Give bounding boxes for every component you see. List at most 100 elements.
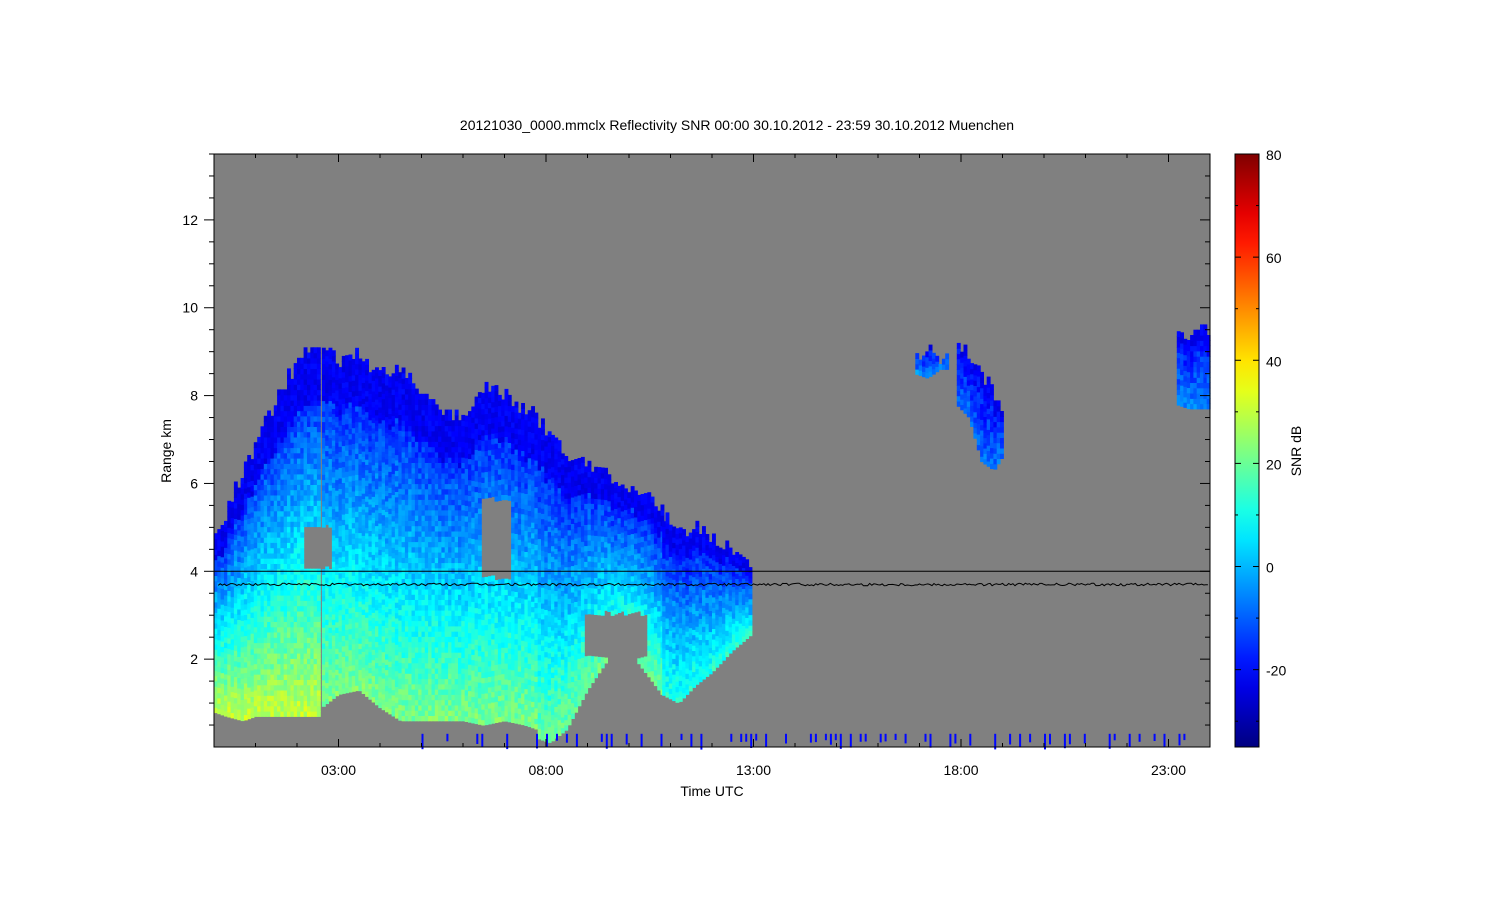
heatmap-cell <box>260 552 265 559</box>
heatmap-cell <box>391 673 396 680</box>
heatmap-cell <box>355 621 359 628</box>
heatmap-cell <box>351 422 356 429</box>
heatmap-cell <box>385 585 389 592</box>
heatmap-cell <box>398 388 403 394</box>
heatmap-cell <box>418 425 423 432</box>
heatmap-cell <box>328 606 333 612</box>
heatmap-cell <box>428 430 432 437</box>
heatmap-cell <box>448 604 452 611</box>
heatmap-cell <box>375 367 379 374</box>
heatmap-cell <box>411 515 416 521</box>
heatmap-cell <box>414 404 419 411</box>
heatmap-cell <box>398 577 403 584</box>
heatmap-cell <box>287 515 291 522</box>
heatmap-cell <box>428 631 432 637</box>
heatmap-cell <box>220 609 225 616</box>
heatmap-cell <box>237 709 242 715</box>
heatmap-cell <box>267 500 271 506</box>
heatmap-cell <box>454 604 459 611</box>
heatmap-cell <box>365 480 369 486</box>
heatmap-cell <box>444 694 449 701</box>
heatmap-cell <box>358 659 363 665</box>
heatmap-cell <box>468 490 472 496</box>
heatmap-cell <box>303 405 308 412</box>
heatmap-cell <box>240 599 245 606</box>
heatmap-cell <box>263 510 268 517</box>
heatmap-cell <box>375 683 379 690</box>
heatmap-cell <box>381 519 386 526</box>
heatmap-cell <box>454 699 459 706</box>
heatmap-cell <box>388 466 393 472</box>
heatmap-cell <box>494 453 499 460</box>
heatmap-cell <box>428 404 432 411</box>
heatmap-cell <box>371 564 376 571</box>
heatmap-cell <box>293 368 298 375</box>
heatmap-cell <box>300 510 305 517</box>
heatmap-cell <box>385 421 389 428</box>
heatmap-cell <box>424 494 429 500</box>
heatmap-cell <box>273 689 278 696</box>
heatmap-cell <box>471 564 476 571</box>
heatmap-cell <box>233 534 238 541</box>
heatmap-cell <box>313 684 318 691</box>
heatmap-cell <box>444 678 449 685</box>
heatmap-cell <box>388 682 393 689</box>
heatmap-cell <box>391 436 396 443</box>
heatmap-cell <box>487 402 492 409</box>
heatmap-cell <box>468 679 472 686</box>
heatmap-cell <box>316 631 321 638</box>
heatmap-cell <box>273 684 278 691</box>
heatmap-cell <box>277 426 281 433</box>
heatmap-cell <box>385 379 389 386</box>
heatmap-cell <box>328 405 333 412</box>
heatmap-cell <box>270 526 275 533</box>
heatmap-cell <box>217 613 222 620</box>
heatmap-cell <box>290 442 295 449</box>
heatmap-cell <box>250 548 255 555</box>
heatmap-cell <box>300 436 305 443</box>
heatmap-cell <box>381 567 386 574</box>
heatmap-cell <box>303 389 308 396</box>
heatmap-cell <box>371 469 376 476</box>
heatmap-cell <box>424 393 429 400</box>
heatmap-cell <box>414 652 419 658</box>
heatmap-cell <box>408 446 413 453</box>
heatmap-cell <box>335 537 340 544</box>
heatmap-cell <box>414 462 419 469</box>
heatmap-cell <box>474 549 479 556</box>
heatmap-cell <box>224 668 228 675</box>
heatmap-cell <box>293 431 298 438</box>
heatmap-cell <box>381 377 386 384</box>
heatmap-cell <box>290 647 295 654</box>
heatmap-cell <box>316 452 321 459</box>
heatmap-cell <box>464 436 469 443</box>
heatmap-cell <box>237 503 242 510</box>
heatmap-cell <box>263 415 268 422</box>
heatmap-cell <box>464 426 469 433</box>
heatmap-cell <box>348 670 353 677</box>
heatmap-cell <box>220 635 225 642</box>
heatmap-cell <box>411 409 416 416</box>
heatmap-cells <box>214 154 1211 750</box>
heatmap-cell <box>468 569 472 576</box>
heatmap-cell <box>434 557 439 564</box>
heatmap-cell <box>355 537 359 544</box>
heatmap-cell <box>461 646 466 653</box>
heatmap-cell <box>394 501 399 508</box>
heatmap-cell <box>471 612 476 618</box>
heatmap-cell <box>454 625 459 632</box>
heatmap-cell <box>418 467 423 474</box>
heatmap-cell <box>230 622 235 629</box>
heatmap-cell <box>385 458 389 465</box>
heatmap-cell <box>474 718 479 725</box>
heatmap-cell <box>471 459 476 466</box>
heatmap-cell <box>458 541 462 548</box>
heatmap-cell <box>325 360 330 367</box>
heatmap-cell <box>371 543 376 550</box>
heatmap-cell <box>365 427 369 434</box>
heatmap-cell <box>270 684 275 691</box>
heatmap-cell <box>491 702 496 708</box>
heatmap-cell <box>355 400 359 407</box>
heatmap-cell <box>438 536 442 543</box>
